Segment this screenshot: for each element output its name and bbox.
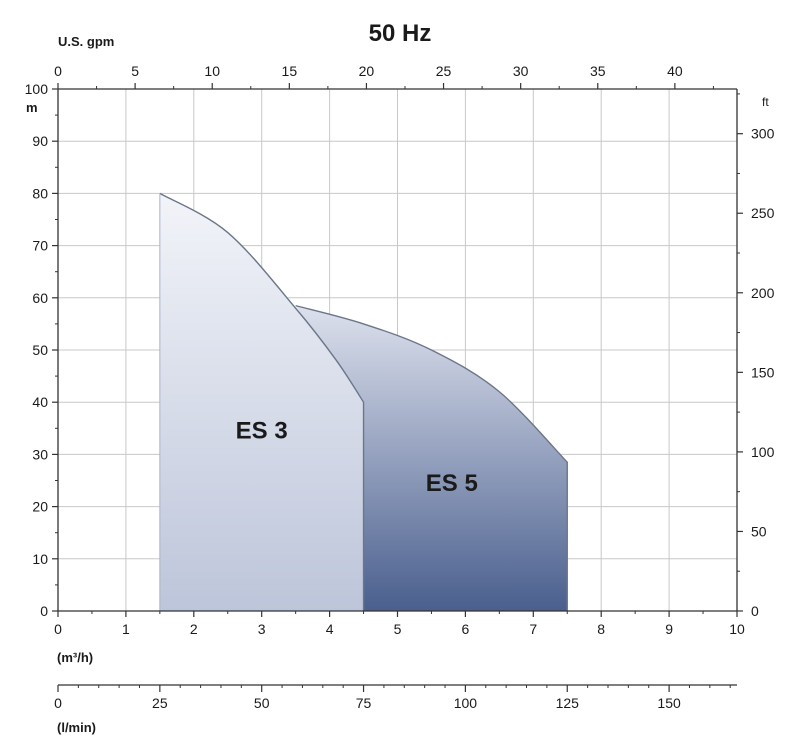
right-axis-tick-label: 100 bbox=[751, 444, 775, 460]
x-axis-tick-label: 4 bbox=[326, 621, 334, 637]
x-axis-tick-label: 5 bbox=[394, 621, 402, 637]
secondary-x-axis-tick-label: 125 bbox=[556, 695, 580, 711]
y-axis-tick-label: 80 bbox=[32, 185, 48, 201]
top-axis-tick-label: 35 bbox=[590, 63, 606, 79]
top-axis-tick-label: 5 bbox=[131, 63, 139, 79]
y-axis-tick-label: 40 bbox=[32, 394, 48, 410]
y-axis-tick-label: 50 bbox=[32, 342, 48, 358]
secondary-x-axis-tick-label: 25 bbox=[152, 695, 168, 711]
right-axis-unit-label: ft bbox=[762, 95, 769, 109]
right-axis-tick-label: 150 bbox=[751, 364, 775, 380]
x-axis-tick-label: 1 bbox=[122, 621, 130, 637]
series-curve-es5 bbox=[295, 304, 568, 611]
y-axis-tick-label: 20 bbox=[32, 499, 48, 515]
y-axis-tick-label: 30 bbox=[32, 446, 48, 462]
secondary-x-axis-tick-label: 50 bbox=[254, 695, 270, 711]
y-axis-tick-label: 90 bbox=[32, 133, 48, 149]
top-axis-tick-label: 0 bbox=[54, 63, 62, 79]
y-axis-unit-label: m bbox=[26, 100, 38, 115]
y-axis-tick-label: 100 bbox=[25, 81, 49, 97]
x-axis-tick-label: 3 bbox=[258, 621, 266, 637]
top-axis-tick-label: 40 bbox=[667, 63, 683, 79]
top-axis-tick-label: 10 bbox=[204, 63, 220, 79]
series-labels: ES 3 ES 5 bbox=[236, 418, 478, 497]
x-axis-tick-label: 2 bbox=[190, 621, 198, 637]
secondary-x-axis-tick-label: 0 bbox=[54, 695, 62, 711]
right-axis-tick-label: 300 bbox=[751, 126, 775, 142]
series-curve-es3 bbox=[159, 192, 365, 611]
chart-title: 50 Hz bbox=[369, 20, 432, 47]
series-label-es5: ES 5 bbox=[426, 470, 478, 497]
secondary-x-axis-tick-label: 150 bbox=[657, 695, 681, 711]
right-axis-tick-label: 0 bbox=[751, 603, 759, 619]
series-label-es3: ES 3 bbox=[236, 418, 288, 445]
x-axis-tick-label: 9 bbox=[665, 621, 673, 637]
y-axis-tick-label: 10 bbox=[32, 551, 48, 567]
top-axis-tick-label: 30 bbox=[513, 63, 529, 79]
x-axis-tick-label: 8 bbox=[597, 621, 605, 637]
right-axis-tick-label: 50 bbox=[751, 523, 767, 539]
right-axis-tick-label: 200 bbox=[751, 285, 775, 301]
secondary-x-axis-tick-label: 75 bbox=[356, 695, 372, 711]
x-axis-tick-label: 10 bbox=[729, 621, 745, 637]
top-axis-tick-label: 25 bbox=[436, 63, 452, 79]
x-axis-tick-label: 6 bbox=[462, 621, 470, 637]
tick-marks bbox=[52, 83, 743, 692]
right-axis-tick-label: 250 bbox=[751, 205, 775, 221]
top-axis-tick-label: 20 bbox=[359, 63, 375, 79]
secondary-x-axis-unit-label: (l/min) bbox=[57, 720, 96, 735]
top-axis-unit-label: U.S. gpm bbox=[58, 34, 114, 49]
x-axis-unit-label: (m³/h) bbox=[57, 650, 93, 665]
y-axis-tick-label: 0 bbox=[40, 603, 48, 619]
x-axis-tick-label: 0 bbox=[54, 621, 62, 637]
top-axis-tick-label: 15 bbox=[282, 63, 298, 79]
y-axis-tick-label: 70 bbox=[32, 238, 48, 254]
y-axis-tick-label: 60 bbox=[32, 290, 48, 306]
x-axis-tick-label: 7 bbox=[529, 621, 537, 637]
series-area-es3 bbox=[159, 193, 364, 611]
series-areas bbox=[159, 192, 568, 611]
secondary-x-axis-tick-label: 100 bbox=[454, 695, 478, 711]
